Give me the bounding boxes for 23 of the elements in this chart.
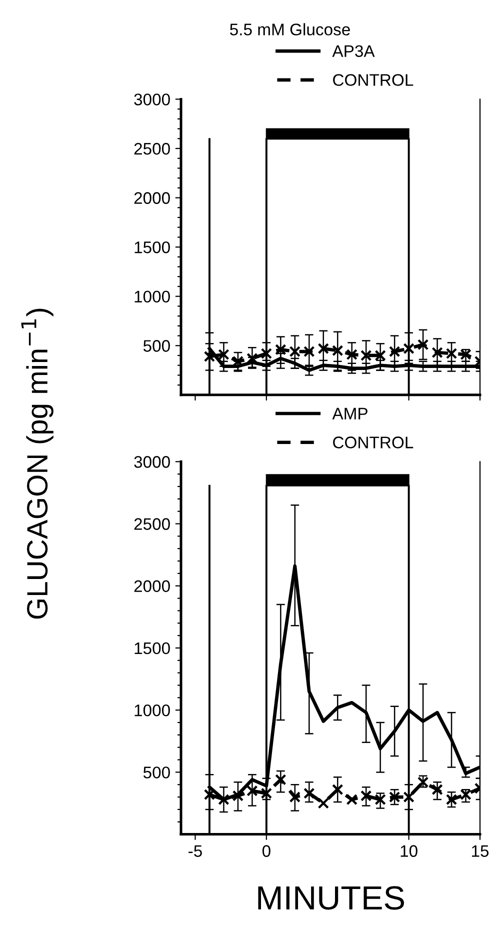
legend-label: CONTROL: [333, 436, 414, 448]
x-tick-label: -5: [188, 845, 202, 857]
y-axis-title: GLUCAGON (pg min$^{−1}$): [21, 308, 54, 619]
legend-label: AP3A: [332, 45, 375, 58]
y-tick-label: 500: [143, 340, 170, 352]
y-tick-label: 2500: [134, 518, 170, 530]
y-tick-label: 1500: [134, 241, 170, 254]
legend-label: AMP: [332, 408, 368, 420]
y-tick-label: 2000: [134, 580, 170, 592]
x-tick-label: 10: [400, 845, 418, 857]
x-tick-label: 0: [262, 845, 270, 857]
y-tick-label: 1000: [134, 290, 170, 303]
chart-title: 5.5 mM Glucose: [230, 23, 350, 36]
y-tick-label: 1000: [134, 704, 170, 716]
y-tick-label: 2000: [134, 192, 170, 204]
y-tick-label: 1500: [134, 642, 170, 654]
y-tick-label: 3000: [134, 94, 170, 106]
y-tick-label: 3000: [134, 456, 170, 468]
legend-label: CONTROL: [333, 74, 414, 86]
y-tick-label: 500: [143, 766, 170, 778]
x-axis-title: MINUTES: [258, 886, 404, 910]
x-tick-label: 15: [472, 845, 489, 857]
y-tick-label: 2500: [134, 142, 170, 155]
